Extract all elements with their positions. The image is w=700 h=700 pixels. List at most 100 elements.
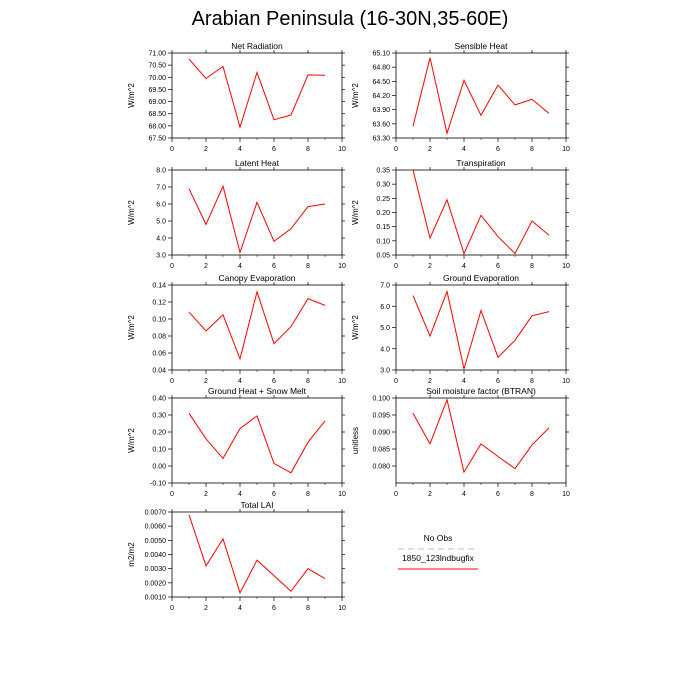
y-tick-label: 0.080 — [372, 464, 390, 471]
y-tick-label: 0.100 — [372, 396, 390, 403]
y-axis-label: W/m^2 — [127, 315, 136, 340]
x-tick-label: 8 — [306, 491, 310, 498]
panel-title: Soil moisture factor (BTRAN) — [426, 386, 536, 396]
y-tick-label: 6.0 — [380, 304, 390, 311]
x-tick-label: 6 — [496, 263, 500, 270]
panel-ground-heat-snow-melt: Ground Heat + Snow Melt 0 2 4 6 8 10 -0.10 0.00 0… — [127, 386, 346, 498]
y-tick-label: 5.0 — [380, 325, 390, 332]
x-tick-label: 4 — [462, 491, 466, 498]
x-tick-label: 0 — [170, 491, 174, 498]
x-tick-label: 6 — [272, 263, 276, 270]
x-tick-label: 0 — [170, 146, 174, 153]
x-tick-label: 2 — [428, 378, 432, 385]
y-tick-label: 0.12 — [152, 300, 166, 307]
y-tick-label: 64.20 — [372, 93, 390, 100]
y-tick-label: -0.10 — [150, 481, 166, 488]
y-axis-label: m2/m2 — [127, 542, 136, 567]
x-tick-label: 0 — [394, 378, 398, 385]
x-tick-label: 8 — [530, 263, 534, 270]
y-tick-label: 0.0030 — [145, 566, 167, 573]
y-tick-label: 6.0 — [156, 202, 166, 209]
series-line — [412, 289, 550, 370]
y-tick-label: 0.0010 — [145, 595, 167, 602]
y-tick-label: 68.50 — [148, 111, 166, 118]
y-tick-label: 65.10 — [372, 51, 390, 58]
y-tick-label: 0.0070 — [145, 510, 167, 517]
panel-total-lai: Total LAI 0 2 4 6 8 10 0.0010 0.0020 0.0030 0.0040… — [127, 500, 346, 612]
y-tick-label: 69.50 — [148, 87, 166, 94]
x-tick-label: 8 — [530, 146, 534, 153]
x-tick-label: 10 — [562, 263, 570, 270]
x-tick-label: 2 — [204, 263, 208, 270]
x-tick-label: 2 — [428, 146, 432, 153]
panel-title: Total LAI — [240, 500, 273, 510]
x-tick-label: 10 — [562, 146, 570, 153]
y-tick-label: 0.15 — [376, 224, 390, 231]
plot-frame — [395, 169, 567, 256]
series-line — [412, 169, 550, 256]
y-tick-label: 7.0 — [156, 185, 166, 192]
x-tick-label: 6 — [496, 378, 500, 385]
plot-frame — [395, 52, 567, 139]
panel-title: Transpiration — [456, 158, 506, 168]
series-line — [412, 398, 550, 474]
panel-sensible-heat: Sensible Heat 0 2 4 6 8 10 63.30 63.60 63.90 64.20… — [351, 41, 570, 153]
panel-title: Net Radiation — [231, 41, 283, 51]
plot-frame — [395, 397, 567, 484]
y-tick-label: 7.0 — [380, 283, 390, 290]
x-tick-label: 6 — [272, 491, 276, 498]
x-tick-label: 6 — [496, 146, 500, 153]
x-tick-label: 0 — [394, 491, 398, 498]
y-tick-label: 64.50 — [372, 79, 390, 86]
x-tick-label: 4 — [238, 146, 242, 153]
x-tick-label: 10 — [338, 605, 346, 612]
y-tick-label: 3.0 — [380, 368, 390, 375]
y-tick-label: 0.0050 — [145, 538, 167, 545]
y-tick-label: 0.085 — [372, 447, 390, 454]
panel-latent-heat: Latent Heat 0 2 4 6 8 10 3.0 4.0 5.0 6.0 7.0 8.0 W/m^… — [127, 158, 346, 270]
y-tick-label: 4.0 — [156, 236, 166, 243]
y-tick-label: 0.25 — [376, 196, 390, 203]
x-tick-label: 0 — [394, 146, 398, 153]
y-tick-label: 0.0040 — [145, 552, 167, 559]
x-tick-label: 10 — [338, 378, 346, 385]
y-tick-label: 0.10 — [152, 447, 166, 454]
y-tick-label: 0.20 — [152, 430, 166, 437]
x-tick-label: 0 — [170, 605, 174, 612]
plot-frame — [171, 169, 343, 256]
y-tick-label: 67.50 — [148, 136, 166, 143]
y-tick-label: 0.14 — [152, 283, 166, 290]
y-tick-label: 3.0 — [156, 253, 166, 260]
legend-label: No Obs — [424, 533, 453, 543]
y-axis-label: W/m^2 — [127, 83, 136, 108]
panel-title: Latent Heat — [235, 158, 280, 168]
y-tick-label: 5.0 — [156, 219, 166, 226]
x-tick-label: 6 — [272, 146, 276, 153]
x-tick-label: 10 — [338, 263, 346, 270]
x-tick-label: 4 — [238, 263, 242, 270]
y-axis-label: W/m^2 — [127, 200, 136, 225]
y-tick-label: 0.08 — [152, 334, 166, 341]
y-tick-label: 0.10 — [152, 317, 166, 324]
y-tick-label: 64.80 — [372, 65, 390, 72]
y-tick-label: 0.30 — [152, 413, 166, 420]
x-tick-label: 8 — [530, 378, 534, 385]
y-tick-label: 0.04 — [152, 368, 166, 375]
x-tick-label: 8 — [530, 491, 534, 498]
x-tick-label: 8 — [306, 263, 310, 270]
x-tick-label: 6 — [272, 378, 276, 385]
y-tick-label: 0.20 — [376, 210, 390, 217]
panel-soil-moisture-factor-btran: Soil moisture factor (BTRAN) 0 2 4 6 8 10 0.080… — [351, 386, 570, 498]
x-tick-label: 2 — [204, 146, 208, 153]
y-axis-label: W/m^2 — [127, 428, 136, 453]
y-axis-label: W/m^2 — [351, 200, 360, 225]
y-tick-label: 63.60 — [372, 121, 390, 128]
y-tick-label: 0.06 — [152, 351, 166, 358]
x-tick-label: 4 — [238, 605, 242, 612]
panel-transpiration: Transpiration 0 2 4 6 8 10 0.05 0.10 0.15 0.20 0.25… — [351, 158, 570, 270]
plot-frame — [171, 511, 343, 598]
series-line — [188, 514, 326, 595]
series-line — [188, 184, 326, 255]
y-tick-label: 70.00 — [148, 75, 166, 82]
panel-net-radiation: Net Radiation 0 2 4 6 8 10 67.50 68.00 68.50 69.00… — [127, 41, 346, 153]
